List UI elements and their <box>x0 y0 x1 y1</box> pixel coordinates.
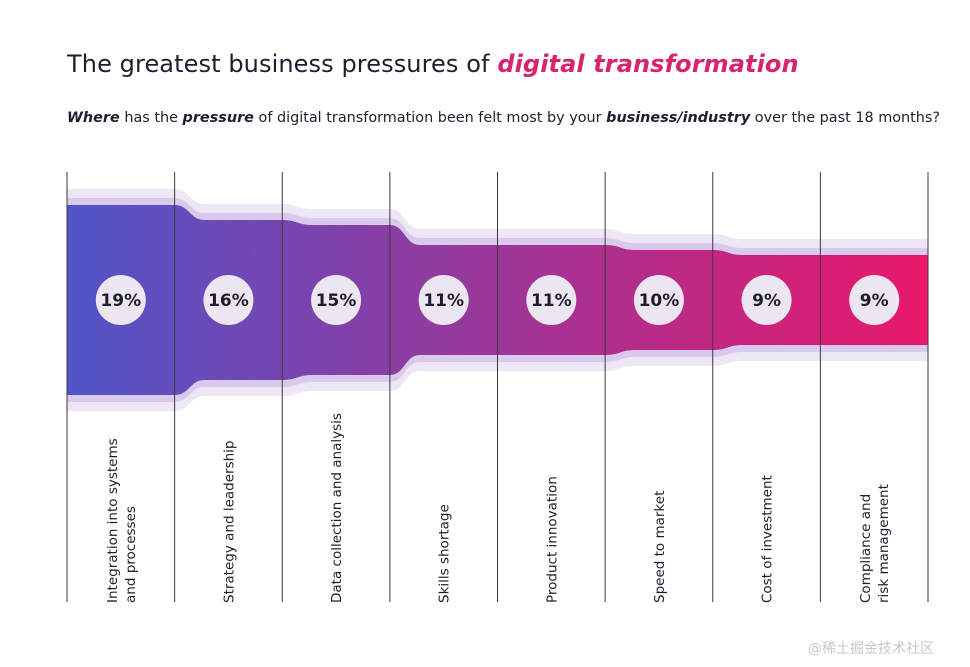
category-label: Cost of investment <box>760 475 776 603</box>
value-label: 11% <box>423 291 464 311</box>
value-circle <box>203 275 254 325</box>
title-main: The greatest business pressures of <box>67 50 498 78</box>
subtitle-text-2: of digital transformation been felt most… <box>253 110 607 126</box>
value-circle <box>311 275 362 325</box>
category-label-line: and processes <box>123 506 139 603</box>
column-dividers <box>66 172 929 602</box>
category-labels: Integration into systems and processes Str… <box>105 413 892 603</box>
category-label: Strategy and leadership <box>221 441 237 604</box>
category-label-line: Cost of investment <box>760 475 776 603</box>
value-circle <box>741 275 792 325</box>
category-label-line: Compliance and <box>858 494 874 603</box>
value-label: 9% <box>860 291 889 311</box>
category-label-line: risk management <box>876 484 892 603</box>
category-label: Skills shortage <box>437 504 453 603</box>
category-label-line: Speed to market <box>652 491 668 603</box>
category-label: Data collection and analysis <box>329 413 345 603</box>
watermark: @稀土掘金技术社区 <box>808 641 934 657</box>
value-markers: 19% 16% 15% 11% 11% 10% 9% 9% <box>95 275 900 325</box>
category-label: Integration into systems and processes <box>105 438 139 603</box>
subtitle-emph-2: pressure <box>182 110 254 126</box>
category-label-line: Data collection and analysis <box>329 413 345 603</box>
subtitle-text-3: over the past 18 months? <box>750 110 941 126</box>
category-label-line: Integration into systems <box>105 438 121 603</box>
value-label: 19% <box>100 291 141 311</box>
chart-title: The greatest business pressures of digit… <box>67 50 799 78</box>
chart-subtitle: Where has the pressure of digital transf… <box>67 110 940 126</box>
value-circle <box>526 275 577 325</box>
category-label-line: Strategy and leadership <box>221 441 237 604</box>
subtitle-emph-1: Where <box>67 110 120 126</box>
value-circle <box>633 275 684 325</box>
subtitle-text-1: has the <box>119 110 183 126</box>
category-label: Speed to market <box>652 491 668 603</box>
value-circle <box>849 275 900 325</box>
value-circle <box>95 275 146 325</box>
value-label: 15% <box>316 291 357 311</box>
title-highlight: digital transformation <box>497 50 799 78</box>
value-label: 11% <box>531 291 572 311</box>
value-circle <box>418 275 469 325</box>
value-label: 9% <box>752 291 781 311</box>
subtitle-emph-3: business/industry <box>606 110 751 126</box>
category-label: Product innovation <box>544 476 560 603</box>
category-label-line: Skills shortage <box>437 504 453 603</box>
value-label: 16% <box>208 291 249 311</box>
category-label-line: Product innovation <box>544 476 560 603</box>
value-label: 10% <box>639 291 680 311</box>
category-label: Compliance and risk management <box>858 484 892 603</box>
